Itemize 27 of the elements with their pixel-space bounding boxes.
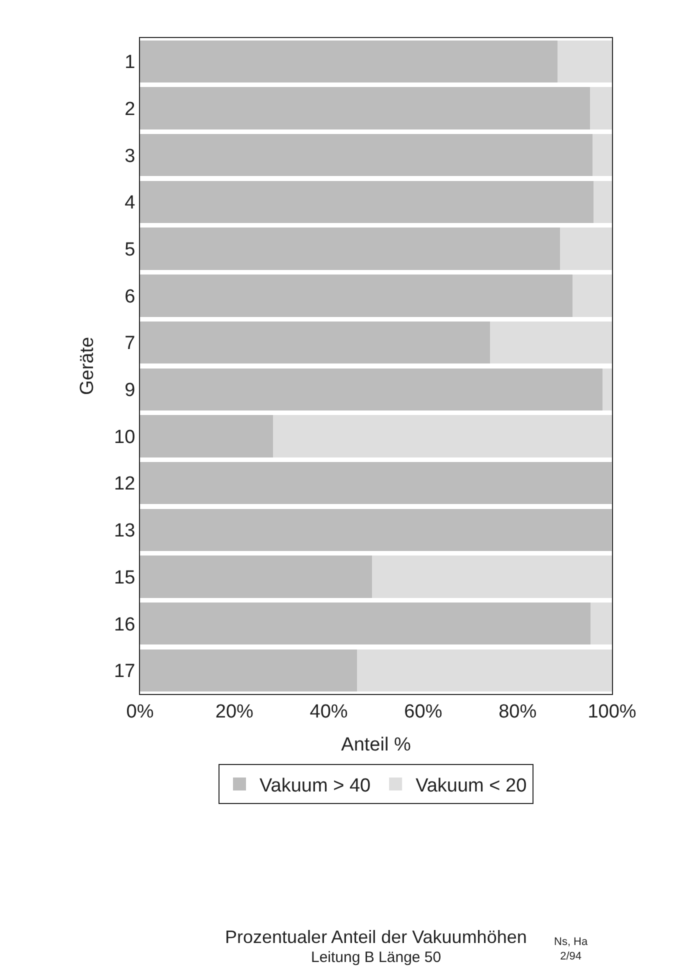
x-tick-label: 60%	[404, 702, 442, 723]
y-tick-label: 10	[114, 426, 136, 448]
y-tick-label: 5	[124, 239, 136, 260]
legend-label: Vakuum < 20	[416, 775, 527, 796]
y-tick-label: 1	[124, 52, 136, 74]
x-tick-label: 20%	[215, 702, 254, 723]
y-tick-label: 16	[114, 614, 136, 636]
text: Leitung B Länge 50	[311, 949, 442, 966]
y-tick-label: 4	[124, 192, 136, 214]
y-tick-label: 7	[124, 333, 136, 354]
y-tick-label: 17	[114, 661, 136, 682]
x-tick-label: 100%	[588, 702, 636, 723]
x-tick-label: 0%	[126, 702, 154, 723]
y-tick-label: 3	[124, 146, 136, 167]
y-tick-label: 15	[114, 567, 136, 588]
x-tick-label: 40%	[310, 702, 348, 723]
y-tick-label: 13	[114, 520, 136, 542]
legend-label: Vakuum > 40	[260, 775, 371, 796]
text: Ns, Ha 2/94	[554, 936, 588, 962]
text: Prozentualer Anteil der Vakuumhöhen	[225, 927, 527, 947]
y-tick-label: 12	[114, 474, 136, 495]
y-tick-label: 6	[124, 286, 136, 308]
y-axis-title: Geräte	[76, 336, 98, 395]
y-tick-label: 9	[124, 380, 136, 402]
x-tick-label: 80%	[498, 702, 537, 723]
y-tick-label: 2	[124, 98, 136, 120]
x-axis-title: Anteil %	[341, 734, 411, 756]
